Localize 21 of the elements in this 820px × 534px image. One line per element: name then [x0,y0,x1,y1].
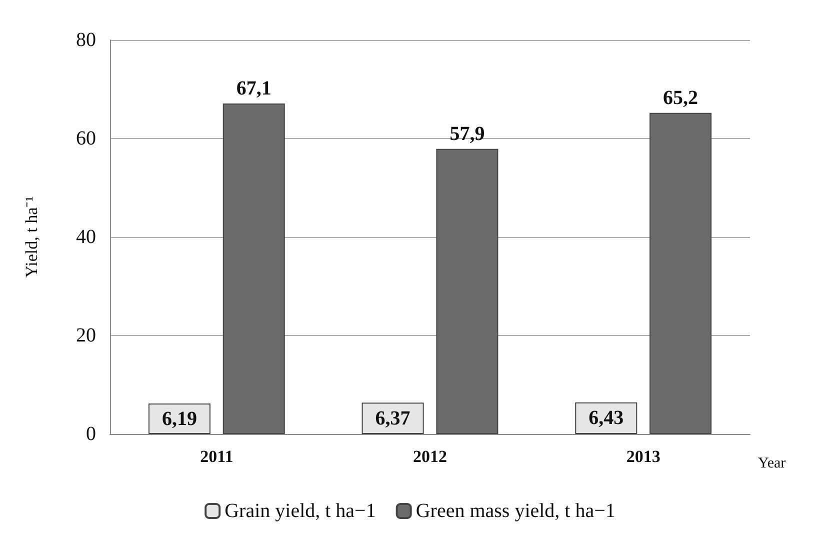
x-axis-title: Year [758,456,786,472]
data-label: 6,43 [588,407,624,430]
x-tick-label: 2012 [413,447,447,466]
bar [650,112,712,434]
x-tick-label: 2013 [626,447,660,466]
data-label: 65,2 [663,86,698,109]
bar [222,104,285,434]
legend-label: Green mass yield, t ha−1 [416,500,616,522]
x-tick-label: 2011 [200,447,234,466]
y-tick-label: 40 [76,226,96,248]
data-label: 67,1 [236,78,272,100]
y-tick-label: 80 [76,29,96,51]
y-axis-title: Yield, t ha⁻¹ [22,196,41,278]
y-tick-label: 60 [76,128,96,150]
bar [436,148,498,434]
data-label: 57,9 [450,122,485,145]
legend-label: Grain yield, t ha−1 [224,500,376,522]
data-label: 6,37 [375,407,410,430]
y-tick-label: 20 [76,324,96,346]
data-label: 6,19 [162,408,197,430]
y-tick-label: 0 [86,423,96,445]
